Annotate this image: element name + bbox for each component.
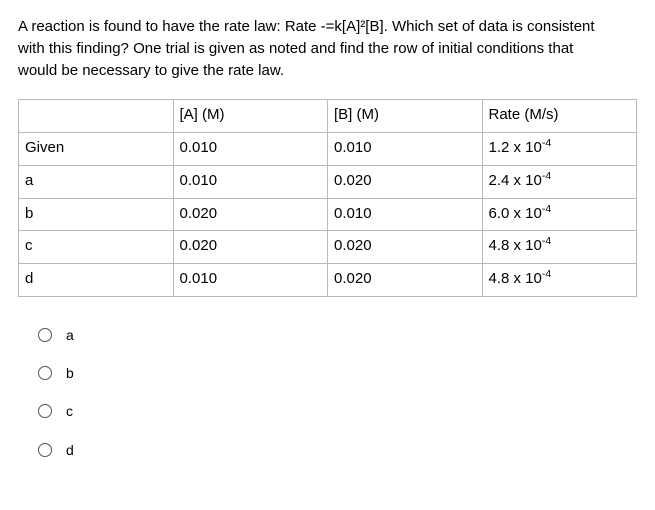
cell-b: 0.010 <box>328 133 483 166</box>
radio-icon <box>38 366 52 380</box>
option-b[interactable]: b <box>38 363 637 383</box>
cell-a: 0.020 <box>173 198 328 231</box>
cell-rate: 6.0 x 10-4 <box>482 198 637 231</box>
cell-rate: 4.8 x 10-4 <box>482 264 637 297</box>
option-label: a <box>66 325 74 345</box>
option-d[interactable]: d <box>38 440 637 460</box>
cell-a: 0.020 <box>173 231 328 264</box>
option-label: b <box>66 363 74 383</box>
cell-rate: 4.8 x 10-4 <box>482 231 637 264</box>
header-cell: [A] (M) <box>173 100 328 133</box>
option-a[interactable]: a <box>38 325 637 345</box>
radio-icon <box>38 328 52 342</box>
header-cell: [B] (M) <box>328 100 483 133</box>
question-line2: with this finding? One trial is given as… <box>18 40 573 57</box>
header-cell <box>19 100 174 133</box>
cell-b: 0.010 <box>328 198 483 231</box>
cell-label: c <box>19 231 174 264</box>
cell-a: 0.010 <box>173 264 328 297</box>
cell-b: 0.020 <box>328 264 483 297</box>
cell-label: b <box>19 198 174 231</box>
cell-label: Given <box>19 133 174 166</box>
table-row: b 0.020 0.010 6.0 x 10-4 <box>19 198 637 231</box>
data-table: [A] (M) [B] (M) Rate (M/s) Given 0.010 0… <box>18 99 637 297</box>
radio-icon <box>38 404 52 418</box>
table-row: d 0.010 0.020 4.8 x 10-4 <box>19 264 637 297</box>
cell-b: 0.020 <box>328 165 483 198</box>
radio-icon <box>38 443 52 457</box>
question-text: A reaction is found to have the rate law… <box>18 16 637 81</box>
cell-a: 0.010 <box>173 165 328 198</box>
table-row: c 0.020 0.020 4.8 x 10-4 <box>19 231 637 264</box>
option-label: d <box>66 440 74 460</box>
header-cell: Rate (M/s) <box>482 100 637 133</box>
table-row: Given 0.010 0.010 1.2 x 10-4 <box>19 133 637 166</box>
question-line1: A reaction is found to have the rate law… <box>18 18 595 35</box>
cell-b: 0.020 <box>328 231 483 264</box>
cell-rate: 2.4 x 10-4 <box>482 165 637 198</box>
cell-label: a <box>19 165 174 198</box>
cell-a: 0.010 <box>173 133 328 166</box>
question-line3: would be necessary to give the rate law. <box>18 62 284 79</box>
cell-rate: 1.2 x 10-4 <box>482 133 637 166</box>
table-row: a 0.010 0.020 2.4 x 10-4 <box>19 165 637 198</box>
table-header-row: [A] (M) [B] (M) Rate (M/s) <box>19 100 637 133</box>
cell-label: d <box>19 264 174 297</box>
option-c[interactable]: c <box>38 401 637 421</box>
answer-options: a b c d <box>18 325 637 460</box>
option-label: c <box>66 401 73 421</box>
